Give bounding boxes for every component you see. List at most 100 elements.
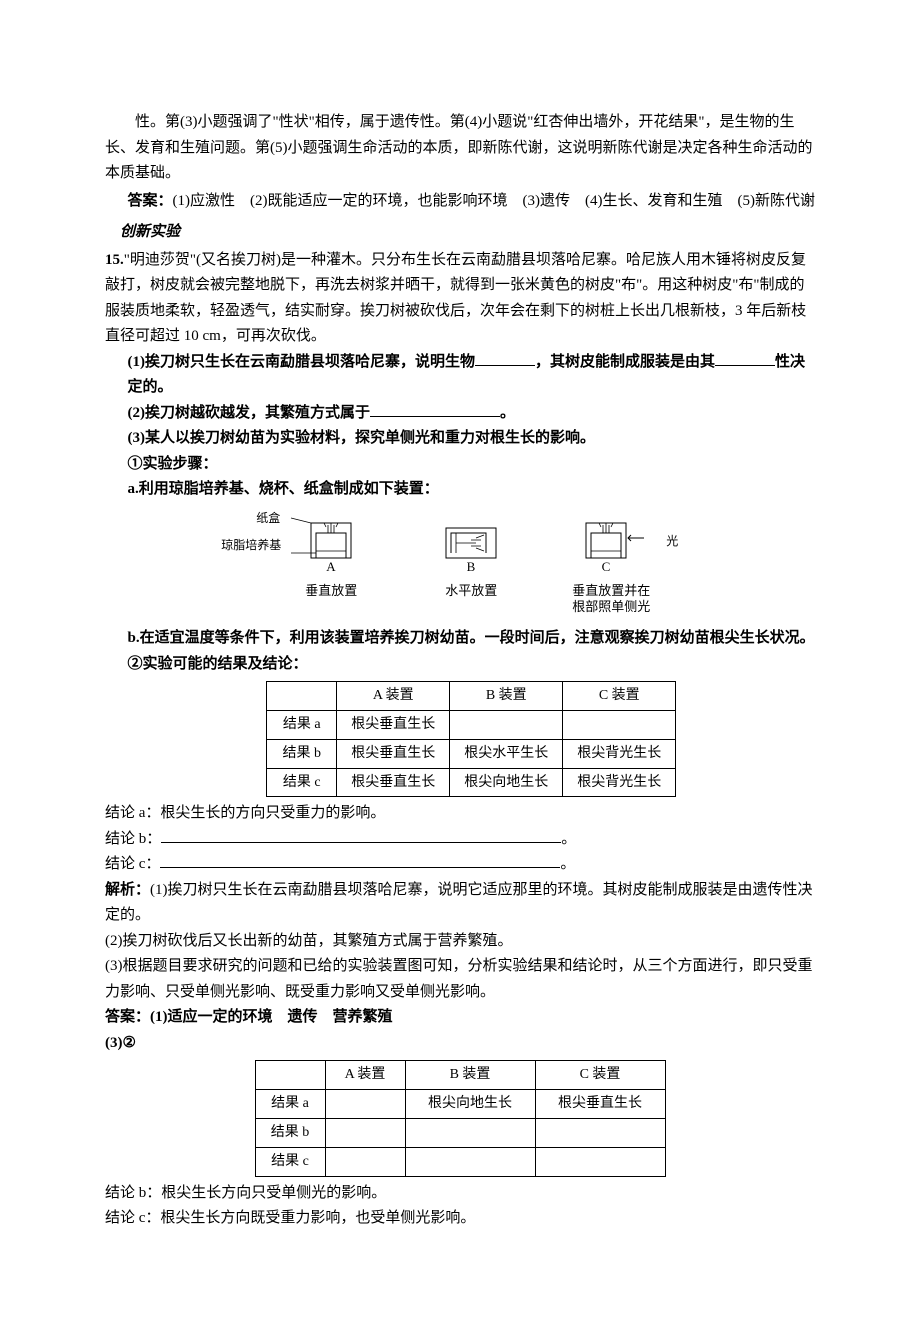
td: 根尖向地生长 bbox=[450, 768, 563, 797]
th: B 装置 bbox=[450, 682, 563, 711]
final-conc-b: 结论 b：根尖生长方向只受单侧光的影响。 bbox=[105, 1181, 815, 1207]
beaker-a-svg: A bbox=[286, 513, 376, 583]
sub2-a: (2)挨刀树越砍越发，其繁殖方式属于 bbox=[128, 405, 371, 421]
q15-stem: 15."明迪莎贺"(又名挨刀树)是一种灌木。只分布生长在云南勐腊县坝落哈尼寨。哈… bbox=[105, 248, 815, 350]
intro-para: 性。第(3)小题强调了"性状"相传，属于遗传性。第(4)小题说"红杏伸出墙外，开… bbox=[105, 110, 815, 187]
conclusion-b: 结论 b： 。 bbox=[105, 827, 815, 853]
conclusion-c: 结论 c： 。 bbox=[105, 852, 815, 878]
final-ans-label: 答案： bbox=[105, 1009, 150, 1025]
th: C 装置 bbox=[563, 682, 676, 711]
td bbox=[405, 1119, 535, 1148]
td: 结果 c bbox=[267, 768, 337, 797]
td bbox=[325, 1147, 405, 1176]
diagram-b: B 水平放置 bbox=[426, 513, 516, 617]
step-b: b.在适宜温度等条件下，利用该装置培养挨刀树幼苗。一段时间后，注意观察挨刀树幼苗… bbox=[128, 626, 816, 652]
table2: A 装置 B 装置 C 装置 结果 a 根尖向地生长根尖垂直生长 结果 b 结果 … bbox=[255, 1060, 666, 1176]
table-row: 结果 c bbox=[255, 1147, 665, 1176]
table1: A 装置 B 装置 C 装置 结果 a根尖垂直生长 结果 b根尖垂直生长根尖水平… bbox=[266, 681, 676, 797]
td bbox=[563, 711, 676, 740]
final-ans1: (1)适应一定的环境 遗传 营养繁殖 bbox=[150, 1009, 393, 1025]
table-row: 结果 c根尖垂直生长根尖向地生长根尖背光生长 bbox=[267, 768, 676, 797]
th: C 装置 bbox=[535, 1061, 665, 1090]
blank bbox=[370, 402, 500, 417]
step-a: a.利用琼脂培养基、烧杯、纸盒制成如下装置： bbox=[128, 477, 816, 503]
diagram-a: 纸盒 琼脂培养基 A 垂直放置 bbox=[286, 513, 376, 617]
label-light: 光 bbox=[666, 531, 678, 551]
concB-pre: 结论 b： bbox=[105, 831, 161, 847]
blank bbox=[161, 828, 561, 843]
td: 根尖垂直生长 bbox=[535, 1090, 665, 1119]
blank bbox=[475, 351, 535, 366]
q15-num: 15. bbox=[105, 252, 124, 268]
conclusion-a: 结论 a：根尖生长的方向只受重力的影响。 bbox=[105, 801, 815, 827]
exp1: (1)挨刀树只生长在云南勐腊县坝落哈尼寨，说明它适应那里的环境。其树皮能制成服装… bbox=[105, 882, 813, 924]
final-ans3: (3)② bbox=[105, 1031, 815, 1057]
table-row: 结果 b根尖垂直生长根尖水平生长根尖背光生长 bbox=[267, 739, 676, 768]
th: A 装置 bbox=[325, 1061, 405, 1090]
td: 根尖垂直生长 bbox=[337, 768, 450, 797]
caption-c1: 垂直放置并在 bbox=[572, 583, 650, 600]
answer-label: 答案： bbox=[128, 193, 173, 209]
concC-post: 。 bbox=[560, 856, 575, 872]
final-answer: 答案：(1)适应一定的环境 遗传 营养繁殖 bbox=[105, 1005, 815, 1031]
q15-sub2: (2)挨刀树越砍越发，其繁殖方式属于 。 bbox=[128, 401, 816, 427]
td: 根尖垂直生长 bbox=[337, 739, 450, 768]
final-conc-c: 结论 c：根尖生长方向既受重力影响，也受单侧光影响。 bbox=[105, 1206, 815, 1232]
svg-text:B: B bbox=[467, 559, 476, 574]
td: 根尖背光生长 bbox=[563, 768, 676, 797]
q15-sub1: (1)挨刀树只生长在云南勐腊县坝落哈尼寨，说明生物，其树皮能制成服装是由其性决定… bbox=[128, 350, 816, 401]
step2-label: ②实验可能的结果及结论： bbox=[128, 652, 816, 678]
concC-pre: 结论 c： bbox=[105, 856, 160, 872]
sub1-a: (1)挨刀树只生长在云南勐腊县坝落哈尼寨，说明生物 bbox=[128, 354, 476, 370]
caption-a: 垂直放置 bbox=[305, 583, 357, 600]
diagram-c: 光 C 垂直放置并在 根部照单侧光 bbox=[566, 513, 656, 617]
beaker-b-svg: B bbox=[426, 513, 516, 583]
table-row: 结果 b bbox=[255, 1119, 665, 1148]
td: 根尖向地生长 bbox=[405, 1090, 535, 1119]
td: 结果 b bbox=[255, 1119, 325, 1148]
td: 结果 a bbox=[255, 1090, 325, 1119]
caption-c2: 根部照单侧光 bbox=[572, 599, 650, 616]
answer-text: (1)应激性 (2)既能适应一定的环境，也能影响环境 (3)遗传 (4)生长、发… bbox=[173, 193, 815, 209]
blank bbox=[160, 853, 560, 868]
th: A 装置 bbox=[337, 682, 450, 711]
intro-answer: 答案：(1)应激性 (2)既能适应一定的环境，也能影响环境 (3)遗传 (4)生… bbox=[128, 189, 816, 215]
table-row: A 装置 B 装置 C 装置 bbox=[267, 682, 676, 711]
td: 结果 b bbox=[267, 739, 337, 768]
exp3: (3)根据题目要求研究的问题和已给的实验装置图可知，分析实验结果和结论时，从三个… bbox=[105, 954, 815, 1005]
td: 根尖背光生长 bbox=[563, 739, 676, 768]
beaker-c-svg: C bbox=[566, 513, 656, 583]
td bbox=[535, 1119, 665, 1148]
td: 根尖垂直生长 bbox=[337, 711, 450, 740]
td: 根尖水平生长 bbox=[450, 739, 563, 768]
exp2: (2)挨刀树砍伐后又长出新的幼苗，其繁殖方式属于营养繁殖。 bbox=[105, 929, 815, 955]
td bbox=[535, 1147, 665, 1176]
td bbox=[450, 711, 563, 740]
label-paper: 纸盒 bbox=[256, 508, 280, 528]
svg-text:A: A bbox=[327, 559, 337, 574]
sub2-b: 。 bbox=[500, 405, 515, 421]
th bbox=[267, 682, 337, 711]
table-row: 结果 a 根尖向地生长根尖垂直生长 bbox=[255, 1090, 665, 1119]
td: 结果 c bbox=[255, 1147, 325, 1176]
section-header: 创新实验 bbox=[120, 220, 815, 246]
td bbox=[325, 1119, 405, 1148]
label-agar: 琼脂培养基 bbox=[216, 538, 281, 552]
svg-text:C: C bbox=[602, 559, 611, 574]
q15-stem-text: "明迪莎贺"(又名挨刀树)是一种灌木。只分布生长在云南勐腊县坝落哈尼寨。哈尼族人… bbox=[105, 252, 806, 345]
td bbox=[405, 1147, 535, 1176]
question-15: 15."明迪莎贺"(又名挨刀树)是一种灌木。只分布生长在云南勐腊县坝落哈尼寨。哈… bbox=[105, 248, 815, 1232]
exp-label: 解析： bbox=[105, 882, 150, 898]
explanation: 解析：(1)挨刀树只生长在云南勐腊县坝落哈尼寨，说明它适应那里的环境。其树皮能制… bbox=[105, 878, 815, 929]
caption-b: 水平放置 bbox=[445, 583, 497, 600]
q15-sub3: (3)某人以挨刀树幼苗为实验材料，探究单侧光和重力对根生长的影响。 bbox=[128, 426, 816, 452]
table-row: A 装置 B 装置 C 装置 bbox=[255, 1061, 665, 1090]
sub1-b: ，其树皮能制成服装是由其 bbox=[535, 354, 715, 370]
th: B 装置 bbox=[405, 1061, 535, 1090]
td: 结果 a bbox=[267, 711, 337, 740]
step1-label: ①实验步骤： bbox=[128, 452, 816, 478]
th bbox=[255, 1061, 325, 1090]
blank bbox=[715, 351, 775, 366]
concB-post: 。 bbox=[561, 831, 576, 847]
diagram-row: 纸盒 琼脂培养基 A 垂直放置 bbox=[128, 513, 816, 617]
